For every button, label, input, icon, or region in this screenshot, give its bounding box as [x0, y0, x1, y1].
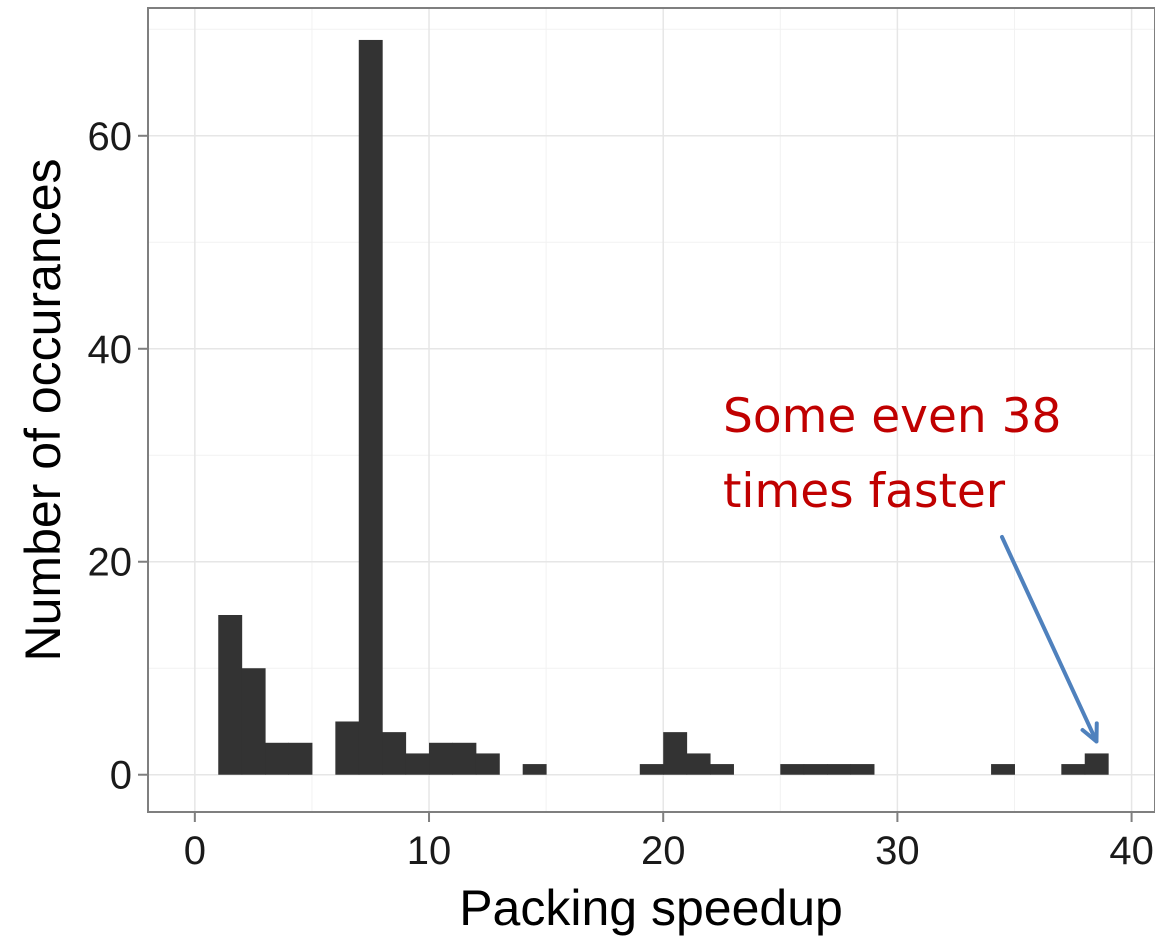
bars — [218, 39, 1109, 775]
histogram-bar — [452, 742, 477, 775]
histogram-bar — [241, 668, 266, 775]
histogram-bar — [382, 732, 407, 775]
x-tick-label: 30 — [875, 829, 920, 873]
histogram-bar — [475, 753, 500, 775]
histogram-bar — [639, 764, 664, 775]
annotation-arrow — [1000, 535, 1099, 744]
histogram-bar — [710, 764, 734, 775]
histogram-bar — [1084, 753, 1109, 775]
x-tick-label: 0 — [184, 829, 206, 873]
histogram-bar — [288, 742, 313, 775]
y-axis-title: Number of occurances — [15, 158, 71, 661]
annotation: Some even 38 times faster — [723, 389, 1099, 744]
x-tick-label: 40 — [1109, 829, 1154, 873]
histogram-bar — [780, 764, 805, 775]
y-tick-label: 60 — [88, 115, 133, 159]
x-tick-label: 20 — [641, 829, 686, 873]
histogram-bar — [405, 753, 430, 775]
x-axis-title: Packing speedup — [459, 880, 843, 936]
histogram-bar — [827, 764, 852, 775]
histogram-bar — [991, 764, 1015, 775]
ticks: 0 10 20 30 40 0 20 40 60 — [88, 115, 1154, 873]
panel-border — [147, 7, 1155, 813]
histogram-bar — [335, 721, 360, 775]
x-tick-label: 10 — [407, 829, 452, 873]
histogram-bar — [686, 753, 711, 775]
panel-background — [148, 8, 1155, 812]
annotation-line-2: times faster — [723, 464, 1006, 519]
annotation-line-1: Some even 38 — [723, 389, 1061, 444]
y-tick-label: 20 — [88, 541, 133, 585]
histogram-bar — [358, 39, 383, 775]
histogram-bar — [850, 764, 875, 775]
histogram-bar — [429, 742, 453, 775]
y-tick-label: 40 — [88, 328, 133, 372]
histogram-bar — [1061, 764, 1086, 775]
histogram-bar — [265, 742, 290, 775]
y-tick-label: 0 — [110, 754, 132, 798]
histogram-bar — [803, 764, 828, 775]
histogram-bar — [218, 614, 243, 775]
histogram-bar — [522, 764, 547, 775]
annotation-arrowhead — [1080, 721, 1099, 744]
histogram-bar — [663, 732, 688, 775]
